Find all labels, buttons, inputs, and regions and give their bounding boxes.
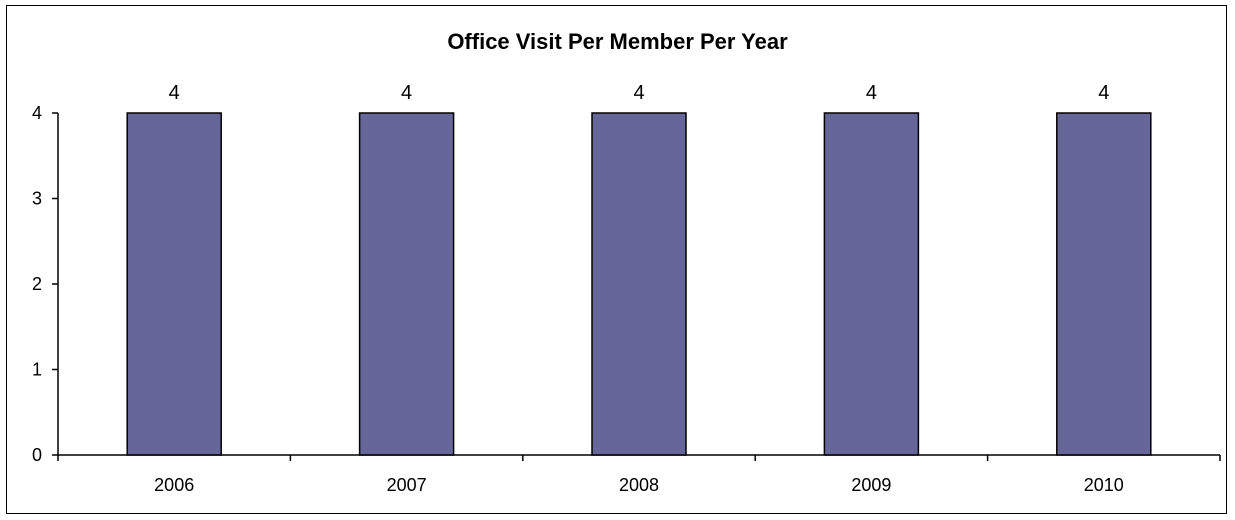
x-tick-label-2009: 2009 xyxy=(851,475,891,495)
bar-series xyxy=(126,112,1152,456)
y-tick-label: 3 xyxy=(32,189,42,209)
y-tick-label: 0 xyxy=(32,445,42,465)
bar-2006 xyxy=(126,112,222,456)
bar-2007 xyxy=(358,112,455,456)
bar-2010 xyxy=(1056,112,1152,456)
data-label-2009: 4 xyxy=(866,82,877,104)
data-label-2008: 4 xyxy=(633,82,644,104)
x-tick-label-2010: 2010 xyxy=(1084,475,1124,495)
data-label-2007: 4 xyxy=(401,82,412,104)
data-label-2006: 4 xyxy=(169,82,180,104)
x-tick-label-2006: 2006 xyxy=(154,475,194,495)
y-tick-label: 2 xyxy=(32,274,42,294)
bar-2008 xyxy=(591,112,687,456)
data-label-2010: 4 xyxy=(1098,82,1109,104)
x-axis-ticks: 2006 2007 2008 2009 2010 xyxy=(57,455,1221,495)
y-tick-label: 1 xyxy=(32,360,42,380)
x-tick-label-2008: 2008 xyxy=(619,475,659,495)
chart-title: Office Visit Per Member Per Year xyxy=(447,29,788,54)
x-tick-label-2007: 2007 xyxy=(387,475,427,495)
bar-2009 xyxy=(823,112,920,456)
y-axis-ticks: 0 1 2 3 4 xyxy=(32,103,58,465)
data-labels: 4 4 4 4 4 xyxy=(169,82,1110,104)
y-tick-label: 4 xyxy=(32,103,42,123)
